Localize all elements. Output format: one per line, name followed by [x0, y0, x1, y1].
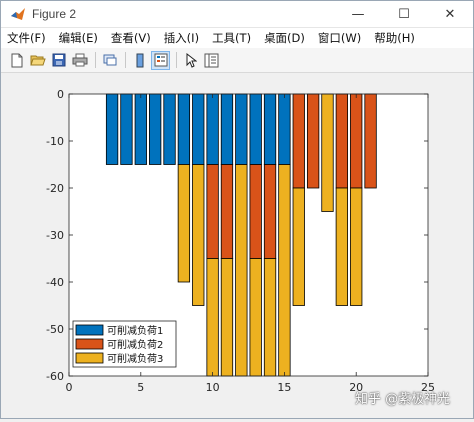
property-editor-icon[interactable] — [202, 51, 221, 70]
bar-series3-x16 — [292, 187, 305, 306]
bar-series2-x11 — [220, 164, 234, 259]
bar-series1-x9 — [192, 93, 205, 165]
bar-series1-x3 — [105, 93, 119, 165]
toolbar-separator — [176, 52, 177, 68]
menu-help[interactable]: 帮助(H) — [374, 31, 415, 45]
close-button[interactable]: ✕ — [444, 6, 456, 22]
maximize-button[interactable]: ☐ — [398, 6, 410, 22]
x-tick-label: 15 — [277, 381, 291, 394]
matlab-logo-icon — [11, 8, 25, 20]
toolbar-separator — [95, 52, 96, 68]
menu-window[interactable]: 窗口(W) — [317, 31, 362, 45]
bar-series1-x12 — [235, 93, 248, 165]
print-icon[interactable] — [70, 51, 89, 70]
x-tick-label: 0 — [66, 381, 73, 394]
x-tick-label: 25 — [421, 381, 435, 394]
menu-file[interactable]: 文件(F) — [7, 31, 46, 45]
watermark-text: 知乎 @紫极神光 — [355, 392, 451, 407]
y-tick-label: -60 — [46, 370, 64, 383]
legend-label-1: 可削减负荷1 — [107, 324, 163, 337]
y-tick-label: 0 — [57, 88, 64, 101]
bar-series2-x14 — [263, 164, 277, 259]
link-icon[interactable] — [100, 51, 119, 70]
bar-series1-x11 — [220, 93, 234, 165]
bar-series3-x11 — [220, 258, 234, 377]
menu-edit[interactable]: 编辑(E) — [58, 31, 98, 45]
y-tick-label: -10 — [46, 135, 64, 148]
x-tick-label: 10 — [206, 381, 220, 394]
bar-series3-x19 — [335, 187, 348, 306]
bar-series2-x21 — [364, 93, 377, 189]
legend-swatch-1 — [75, 324, 104, 336]
colorbar-icon[interactable] — [130, 51, 149, 70]
figure-canvas: 0 5 10 15 20 25 0 -10 -20 -30 -40 -50 -60 可削减负荷1 可削减负… — [2, 73, 472, 418]
figure-toolbar — [1, 48, 473, 73]
bar-series1-x15 — [278, 93, 291, 165]
bar-series2-x20 — [350, 93, 363, 189]
window-title: Figure 2 — [32, 7, 77, 21]
y-tick-label: -40 — [46, 276, 64, 289]
bar-series1-x10 — [206, 93, 219, 165]
bar-series2-x10 — [206, 164, 219, 259]
bar-series3-x8 — [177, 164, 191, 283]
bar-series2-x17 — [306, 93, 320, 189]
menu-desktop[interactable]: 桌面(D) — [264, 31, 305, 45]
bar-series3-x12 — [235, 164, 248, 377]
bar-series1-x5 — [134, 93, 147, 165]
bar-series3-x15 — [278, 164, 291, 377]
menu-view[interactable]: 查看(V) — [110, 31, 151, 45]
bar-series1-x13 — [249, 93, 262, 165]
x-tick-label: 5 — [137, 381, 144, 394]
legend-icon[interactable] — [151, 50, 170, 70]
menu-bar: 文件(F) 编辑(E) 查看(V) 插入(I) 工具(T) 桌面(D) 窗口(W… — [1, 28, 473, 48]
y-tick-label: -50 — [46, 323, 64, 336]
bar-series2-x13 — [249, 164, 262, 259]
bar-series3-x14 — [263, 258, 277, 377]
y-tick-label: -20 — [46, 182, 64, 195]
bar-series1-x6 — [149, 93, 162, 165]
bar-series1-x4 — [120, 93, 133, 165]
title-bar[interactable]: Figure 2 — ☐ ✕ — [1, 1, 473, 28]
legend-label-2: 可削减负荷2 — [107, 338, 163, 351]
new-figure-icon[interactable] — [7, 51, 26, 70]
legend-swatch-3 — [75, 352, 104, 364]
bar-series1-x7 — [163, 93, 176, 165]
bar-series1-x14 — [263, 93, 277, 165]
bar-series3-x13 — [249, 258, 262, 377]
menu-insert[interactable]: 插入(I) — [163, 31, 200, 45]
bar-series3-x10 — [206, 258, 219, 377]
bar-series3-x18 — [321, 93, 334, 212]
bar-chart[interactable]: 0 5 10 15 20 250-10-20-30-40-50-60 可削减负荷1可削减负… — [2, 73, 472, 418]
save-icon[interactable] — [49, 51, 68, 70]
y-tick-label: -30 — [46, 229, 64, 242]
bar-series2-x16 — [292, 93, 305, 189]
bar-series3-x20 — [350, 187, 363, 306]
toolbar-separator — [125, 52, 126, 68]
bar-series2-x19 — [335, 93, 348, 189]
bar-series3-x9 — [192, 164, 205, 306]
open-icon[interactable] — [28, 51, 47, 70]
pointer-icon[interactable] — [181, 51, 200, 70]
x-tick-label: 20 — [349, 381, 363, 394]
menu-tools[interactable]: 工具(T) — [212, 31, 252, 45]
bar-series1-x8 — [177, 93, 191, 165]
legend-swatch-2 — [75, 338, 104, 350]
minimize-button[interactable]: — — [351, 6, 365, 22]
legend-label-3: 可削减负荷3 — [107, 352, 163, 365]
